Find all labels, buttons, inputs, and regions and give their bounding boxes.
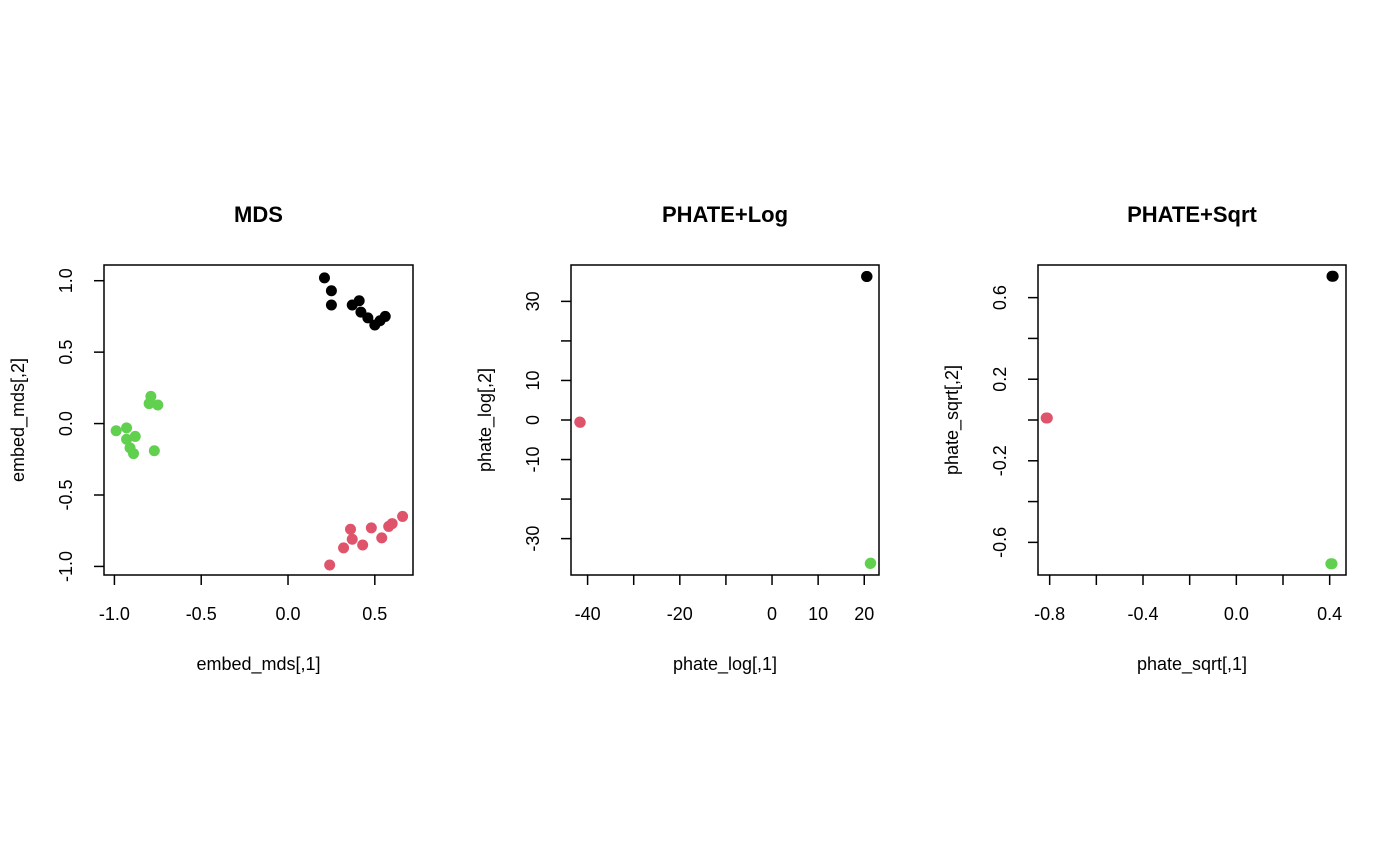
data-point [861,270,873,282]
y-axis: -1.0 -0.5 0.0 0.5 1.0 [56,268,104,582]
data-points [110,272,409,571]
y-tick-label: -0.5 [56,479,76,510]
y-axis: -30 -10 0 10 30 [523,291,571,552]
y-tick-label: 0.5 [56,340,76,365]
data-point [325,285,337,297]
data-point [338,542,350,554]
chart-title: PHATE+Sqrt [1127,202,1257,227]
x-tick-label: -1.0 [99,604,130,624]
y-tick-label: 1.0 [56,268,76,293]
data-point [386,518,398,530]
y-axis: -0.6 -0.2 0.2 0.6 [990,285,1038,558]
x-tick-label: -0.4 [1127,604,1158,624]
plot-frame [1037,264,1347,576]
x-axis-label: embed_mds[,1] [196,654,320,675]
x-tick-label: 0.4 [1317,604,1342,624]
x-axis-label: phate_log[,1] [673,654,777,675]
data-point [357,539,369,551]
data-point [864,558,876,570]
x-tick-label: 20 [854,604,874,624]
data-point [128,448,140,460]
x-tick-label: -20 [667,604,693,624]
data-point [379,310,391,322]
chart-title: PHATE+Log [662,202,788,227]
x-axis: -0.8 -0.4 0.0 0.4 [1034,575,1342,624]
data-point [353,295,365,307]
y-tick-label: -0.6 [990,527,1010,558]
data-points [574,270,877,570]
data-point [346,533,358,545]
y-axis-label: embed_mds[,2] [8,358,29,482]
data-point [324,559,336,571]
y-tick-label: -1.0 [56,551,76,582]
y-tick-label: 0.6 [990,285,1010,310]
data-point [1326,270,1338,282]
data-point [145,390,157,402]
data-point [362,312,374,324]
x-tick-label: -0.8 [1034,604,1065,624]
y-tick-label: -30 [523,526,543,552]
data-point [121,422,133,434]
data-point [1041,412,1053,424]
y-axis-label: phate_sqrt[,2] [942,365,963,475]
plot-frame [570,264,880,576]
y-tick-label: 0.0 [56,411,76,436]
panel-phate-log: PHATE+Log -40 -20 0 10 20 -30 -10 0 10 30 phate_… [475,202,880,675]
data-point [376,532,388,544]
data-point [318,272,330,284]
data-point [121,433,133,445]
panel-phate-sqrt: PHATE+Sqrt -0.8 -0.4 0.0 0.4 -0.6 -0.2 0.2 0.6… [942,202,1347,675]
y-tick-label: 30 [523,291,543,311]
x-axis: -1.0 -0.5 0.0 0.5 [99,575,387,624]
data-point [152,399,164,411]
y-tick-label: 0.2 [990,367,1010,392]
plot-frame [103,264,414,576]
x-tick-label: 0.0 [275,604,300,624]
data-point [1326,558,1338,570]
x-tick-label: 0.0 [1224,604,1249,624]
chart-title: MDS [234,202,283,227]
y-tick-label: -0.2 [990,445,1010,476]
data-point [129,430,141,442]
x-tick-label: 0.5 [362,604,387,624]
y-tick-label: -10 [523,447,543,473]
data-point [148,445,160,457]
data-point [325,299,337,311]
x-tick-label: -40 [575,604,601,624]
x-tick-label: -0.5 [186,604,217,624]
data-points [1040,270,1339,570]
data-point [574,416,586,428]
data-point [345,523,357,535]
x-tick-label: 10 [808,604,828,624]
y-axis-label: phate_log[,2] [475,368,496,472]
data-point [365,522,377,534]
panel-mds: MDS -1.0 -0.5 0.0 0.5 -1.0 -0.5 0.0 0.5 1.0 emb… [8,202,414,675]
x-axis-label: phate_sqrt[,1] [1137,654,1247,675]
data-point [110,425,122,437]
data-point [397,510,409,522]
y-tick-label: 10 [523,370,543,390]
x-axis: -40 -20 0 10 20 [575,575,874,624]
x-tick-label: 0 [767,604,777,624]
y-tick-label: 0 [523,415,543,425]
